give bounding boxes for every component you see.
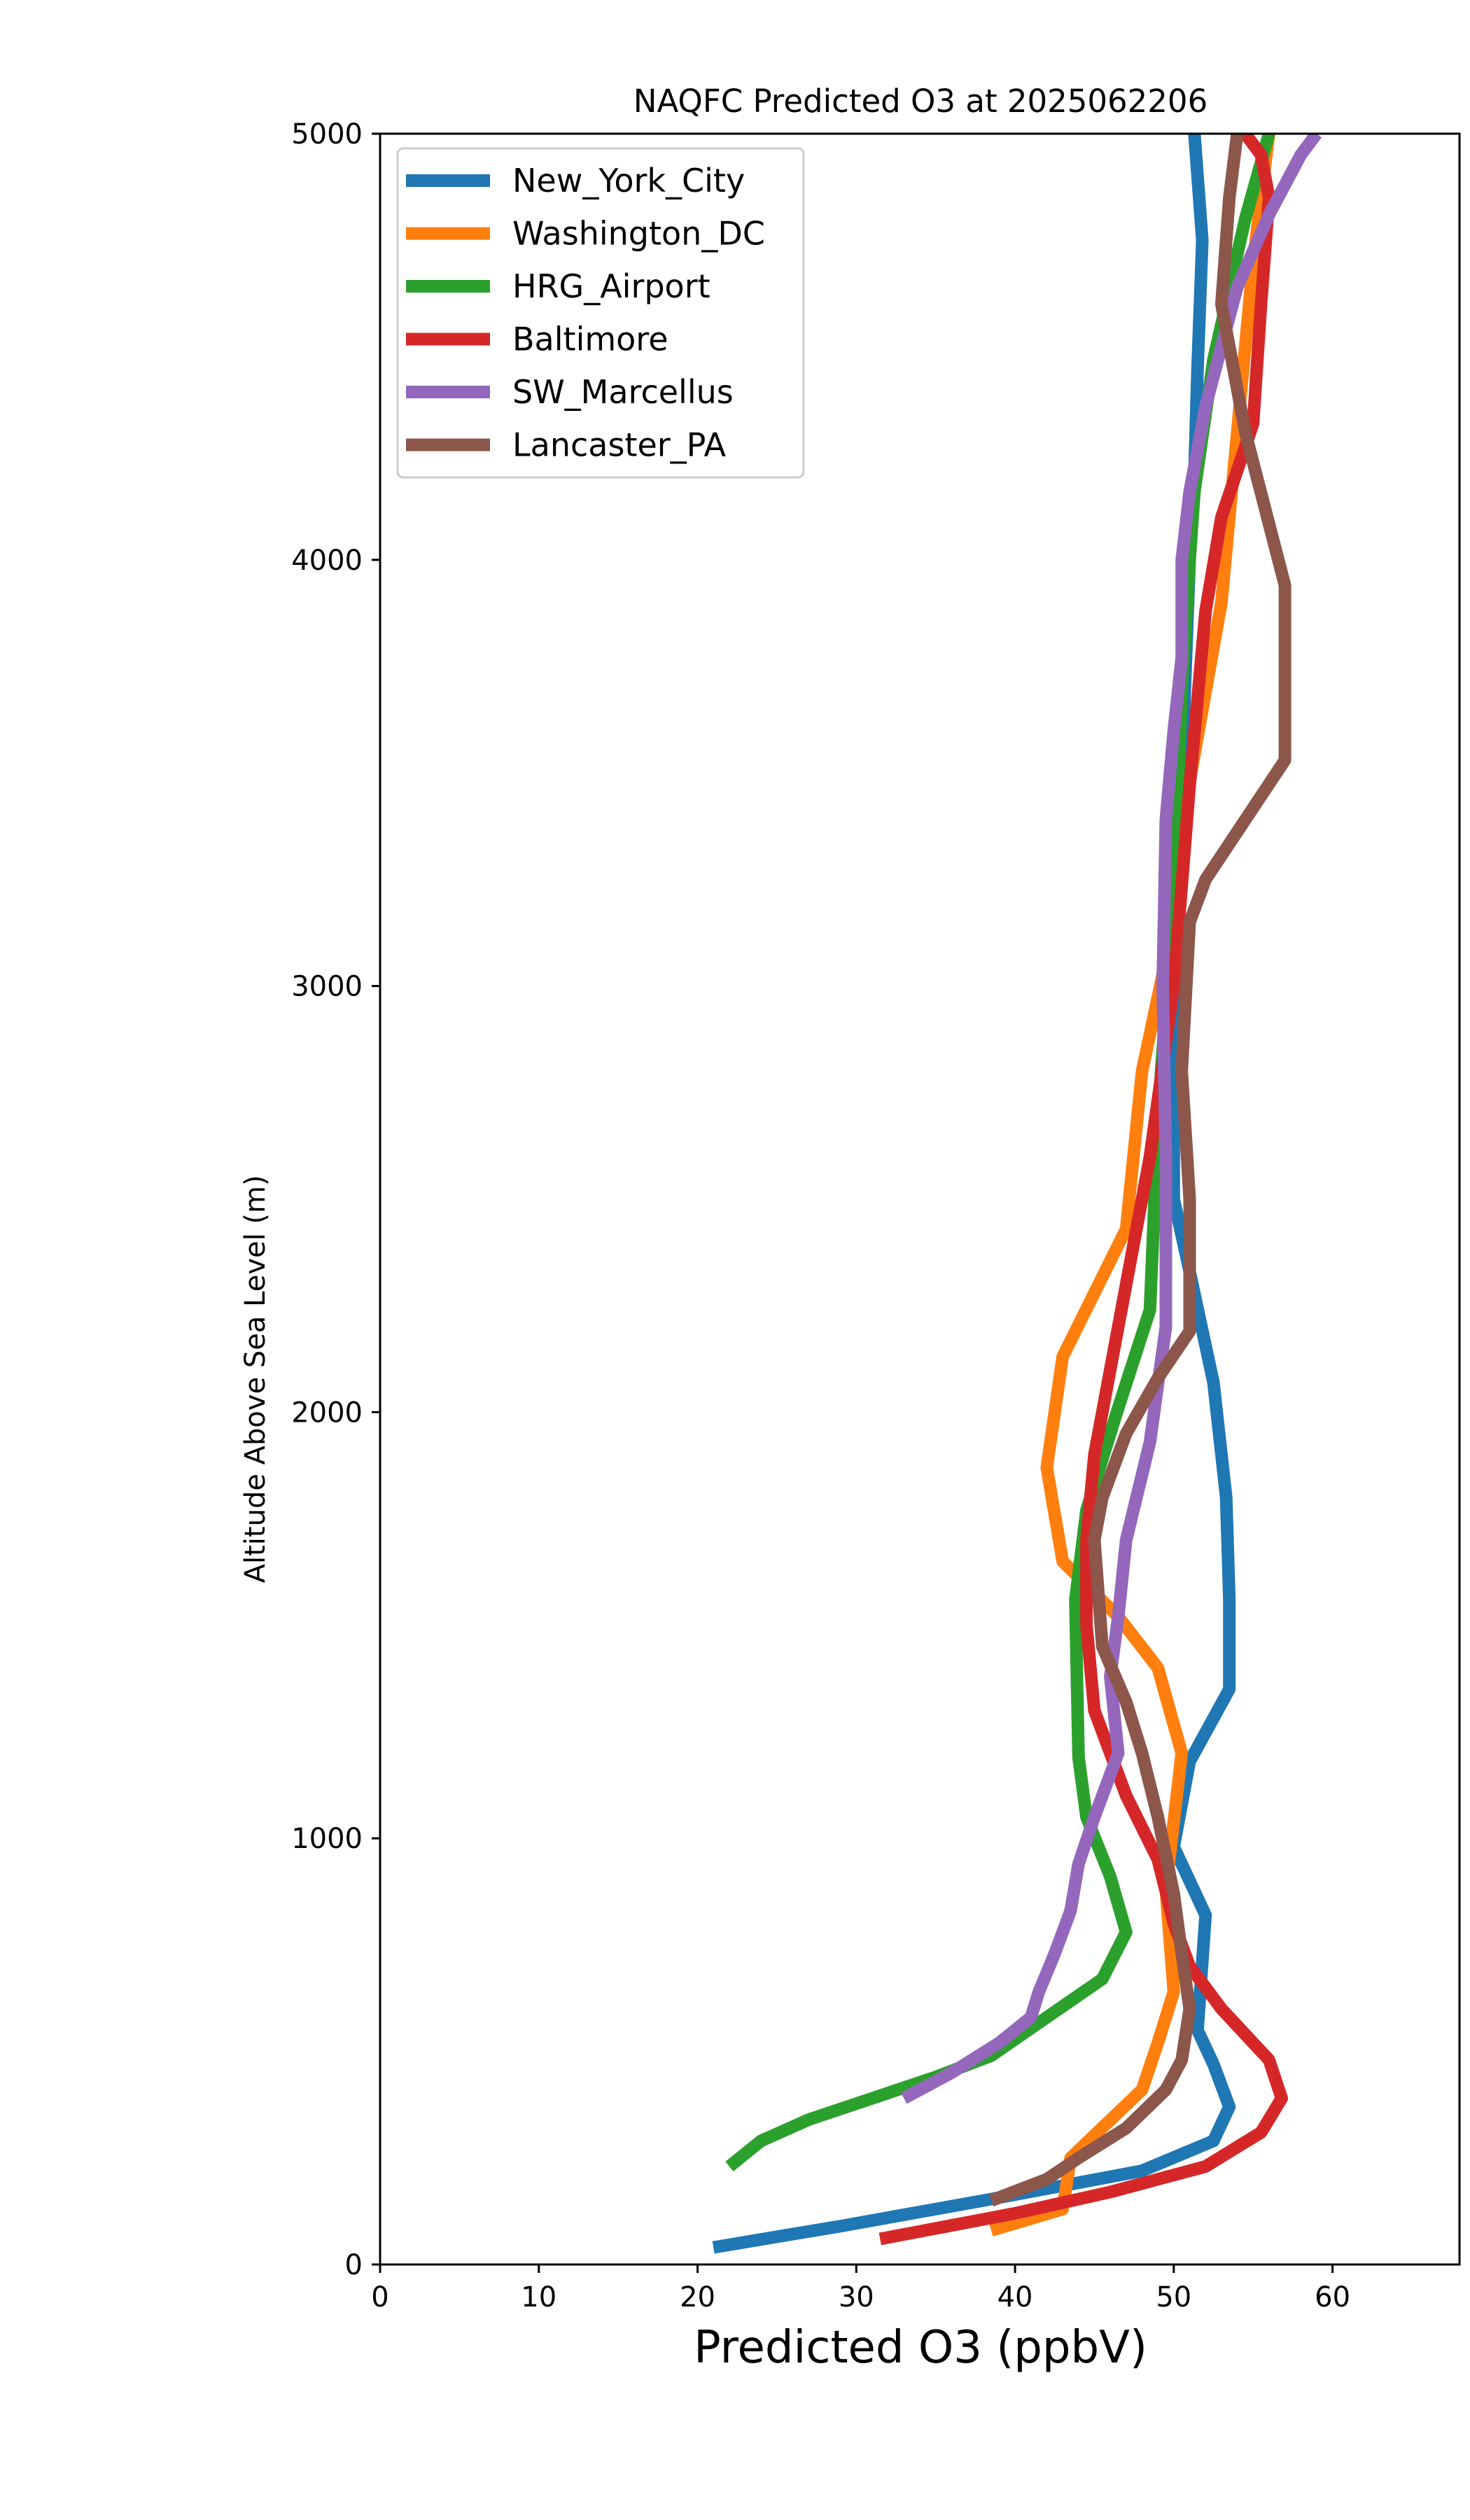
y-tick-label: 1000 [291,1823,363,1855]
y-axis-label: Altitude Above Sea Level (m) [239,1175,272,1583]
legend-label: HRG_Airport [512,267,710,305]
y-tick-label: 2000 [291,1396,363,1429]
x-tick-label: 20 [680,2281,715,2314]
y-tick-label: 0 [345,2249,363,2281]
x-tick-label: 30 [839,2281,874,2314]
series-line-sw-marcellus [901,134,1322,2104]
legend-label: Baltimore [512,321,668,358]
legend-label: New_York_City [512,162,745,200]
x-tick-label: 0 [371,2281,388,2314]
y-tick-label: 5000 [291,118,363,150]
x-tick-label: 60 [1315,2281,1350,2314]
y-tick-label: 3000 [291,971,363,1003]
series-line-washington-dc [989,134,1275,2236]
plot-frame [379,132,1461,2266]
x-tick-label: 50 [1156,2281,1191,2314]
series-line-baltimore [878,134,1288,2246]
x-tick-label: 10 [521,2281,556,2314]
legend-label: SW_Marcellus [512,373,734,411]
series-layer [712,134,1322,2254]
legend-label: Lancaster_PA [512,426,726,464]
legend: New_York_City Washington_DC HRG_Airport Bal… [396,147,805,479]
axes-layer: 0 10 20 30 40 50 60 0 1000 2000 3000 4000 5000 [291,118,1461,2314]
legend-items: New_York_City Washington_DC HRG_Airport Bal… [406,162,765,464]
x-tick-label: 40 [997,2281,1033,2314]
legend-frame [396,147,805,479]
series-line-lancaster-pa [988,134,1292,2207]
legend-label: Washington_DC [512,215,765,253]
chart-title: NAQFC Predicted O3 at 2025062206 [634,83,1208,120]
y-tick-label: 4000 [291,545,363,577]
x-axis-label: Predicted O3 (ppbV) [694,2322,1147,2374]
